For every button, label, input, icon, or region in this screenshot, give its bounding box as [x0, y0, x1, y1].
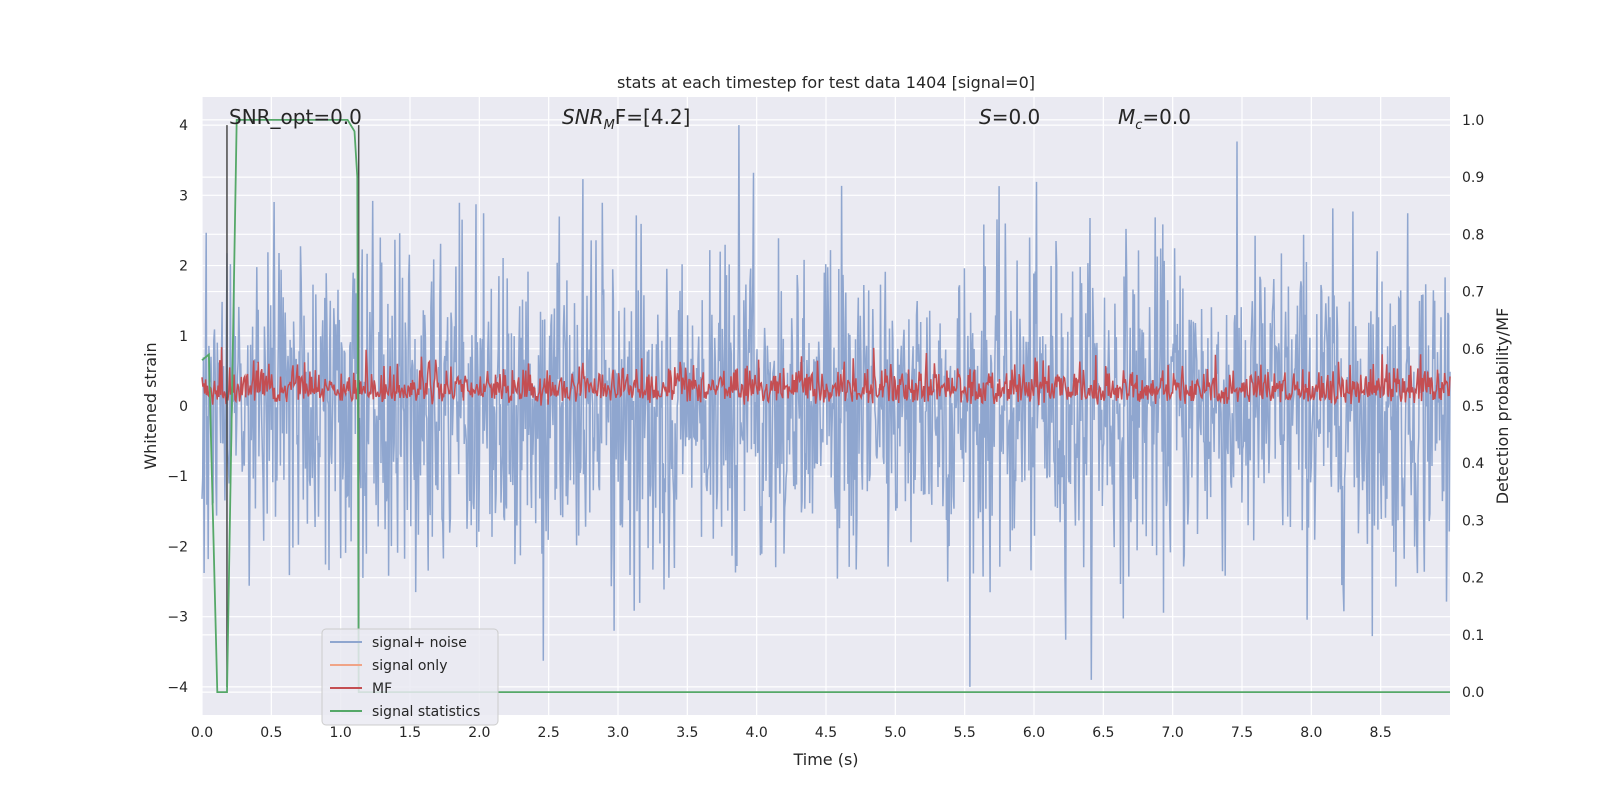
- x-tick-label: 0.0: [191, 725, 213, 741]
- y-right-tick-label: 0.3: [1462, 513, 1484, 529]
- x-tick-label: 4.0: [746, 725, 768, 741]
- x-tick-label: 2.0: [468, 725, 490, 741]
- y-left-axis-label: Whitened strain: [141, 342, 160, 469]
- s-annotation: S=0.0: [979, 105, 1040, 129]
- y-left-tick-label: −2: [167, 539, 188, 555]
- x-tick-label: 6.5: [1092, 725, 1114, 741]
- x-tick-label: 3.5: [676, 725, 698, 741]
- y-left-tick-label: −1: [167, 469, 188, 485]
- legend-label-mf: MF: [372, 681, 392, 697]
- snr-mf-annotation: SNRMF=[4.2]: [562, 105, 690, 133]
- x-axis-label: Time (s): [792, 750, 858, 769]
- x-tick-label: 5.0: [884, 725, 906, 741]
- x-tick-label: 3.0: [607, 725, 629, 741]
- y-left-tick-labels: −4 −3 −2 −1 0 1 2 3 4: [167, 118, 188, 696]
- y-left-tick-label: 1: [179, 329, 188, 345]
- x-tick-label: 8.0: [1300, 725, 1322, 741]
- x-tick-label: 0.5: [260, 725, 282, 741]
- x-tick-label: 7.0: [1162, 725, 1184, 741]
- signal-noise-series: [201, 125, 1451, 687]
- y-left-tick-label: 4: [179, 118, 188, 134]
- x-tick-label: 7.5: [1231, 725, 1253, 741]
- snr-opt-annotation: SNR_opt=0.0: [229, 105, 362, 129]
- y-right-axis-label: Detection probability/MF: [1493, 308, 1512, 505]
- mc-annotation: Mc=0.0: [1118, 105, 1191, 133]
- y-left-tick-label: −4: [167, 680, 188, 696]
- y-left-tick-label: −3: [167, 610, 188, 626]
- x-tick-label: 4.5: [815, 725, 837, 741]
- y-right-tick-label: 0.8: [1462, 227, 1484, 243]
- legend: signal+ noise signal only MF signal stat…: [321, 628, 499, 726]
- y-right-tick-label: 0.7: [1462, 285, 1484, 301]
- y-right-tick-labels: 0.0 0.1 0.2 0.3 0.4 0.5 0.6 0.7 0.8 0.9 1.0: [1462, 113, 1484, 701]
- legend-label-signal-only: signal only: [372, 658, 447, 674]
- legend-label-signal-noise: signal+ noise: [372, 635, 467, 651]
- y-right-tick-label: 0.5: [1462, 399, 1484, 415]
- x-tick-label: 5.5: [954, 725, 976, 741]
- y-right-tick-label: 0.4: [1462, 456, 1484, 472]
- y-right-tick-label: 0.2: [1462, 571, 1484, 587]
- legend-label-signal-statistics: signal statistics: [372, 704, 480, 720]
- y-left-tick-label: 2: [179, 259, 188, 275]
- y-right-tick-label: 0.0: [1462, 685, 1484, 701]
- y-right-tick-label: 0.9: [1462, 170, 1484, 186]
- x-tick-label: 2.5: [538, 725, 560, 741]
- mf-series: [201, 347, 1451, 406]
- y-right-tick-label: 0.1: [1462, 628, 1484, 644]
- legend-box: [321, 628, 499, 726]
- y-right-tick-label: 1.0: [1462, 113, 1484, 129]
- y-left-tick-label: 0: [179, 399, 188, 415]
- x-tick-label: 1.0: [330, 725, 352, 741]
- chart-title: stats at each timestep for test data 140…: [617, 73, 1035, 92]
- x-tick-label: 1.5: [399, 725, 421, 741]
- x-tick-label: 6.0: [1023, 725, 1045, 741]
- y-right-tick-label: 0.6: [1462, 342, 1484, 358]
- y-left-tick-label: 3: [179, 188, 188, 204]
- signal-noise-line: [201, 125, 1451, 687]
- x-tick-labels: 0.0 0.5 1.0 1.5 2.0 2.5 3.0 3.5 4.0 4.5 5.0 5.5 6.0 6…: [191, 725, 1392, 741]
- x-tick-label: 8.5: [1370, 725, 1392, 741]
- mf-line: [201, 347, 1451, 406]
